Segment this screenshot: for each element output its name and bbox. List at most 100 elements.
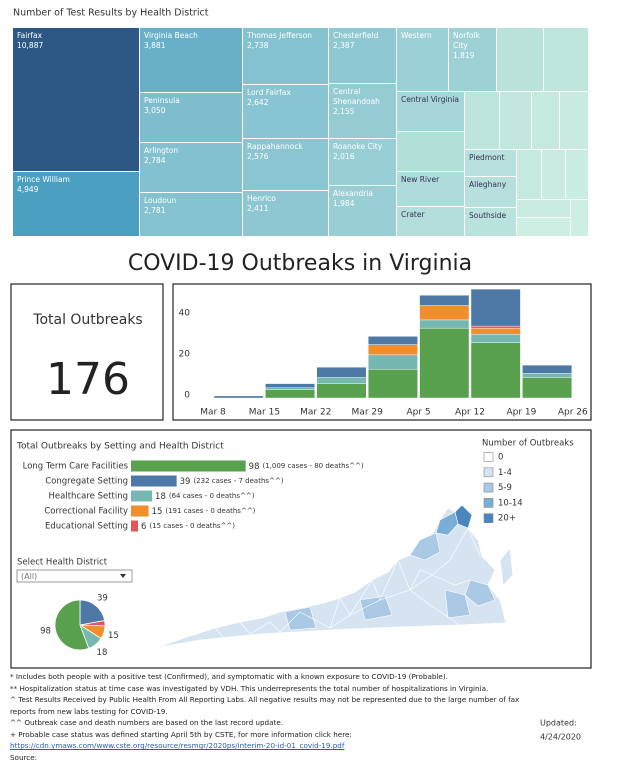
pie-slice xyxy=(79,599,106,626)
cell-label: Prince William xyxy=(17,175,70,184)
y-tick-label: 40 xyxy=(179,308,191,318)
region xyxy=(444,589,471,619)
bar-segment xyxy=(522,377,573,399)
cell-value: 2,738 xyxy=(247,41,269,50)
treemap-cell: Peninsula 3,050 xyxy=(140,93,243,143)
cell-label: Roanoke City xyxy=(333,142,383,151)
bar-label: Healthcare Setting xyxy=(49,492,128,502)
cell-value: 3,050 xyxy=(144,106,166,115)
bar-segment xyxy=(265,389,315,399)
cell-value: 2,411 xyxy=(247,204,269,213)
filter-value[interactable]: (All) xyxy=(21,572,37,581)
cell-label: Henrico xyxy=(247,194,276,203)
region xyxy=(435,511,459,536)
cell-label: New River xyxy=(401,175,440,184)
hbar xyxy=(131,520,139,532)
cell-label: Crater xyxy=(401,210,425,219)
cell-value: 2,387 xyxy=(333,41,355,50)
cell-label: Southside xyxy=(469,211,507,220)
bar-segment xyxy=(316,383,367,399)
value: 18 xyxy=(155,492,166,502)
updated-date: 4/24/2020 xyxy=(540,733,581,742)
cell-value: 2,576 xyxy=(247,152,269,161)
county-line xyxy=(239,527,481,635)
x-tick-label: Apr 5 xyxy=(407,408,431,418)
kpi-label: Total Outbreaks xyxy=(32,312,142,328)
bar-segment xyxy=(419,295,470,306)
region xyxy=(409,532,441,561)
cell-label: Norfolk City xyxy=(453,31,480,50)
y-tick-label: 0 xyxy=(184,391,190,401)
treemap-cell: Rappahannock 2,576 xyxy=(243,139,329,191)
footnote: ^^ Outbreak case and death numbers are b… xyxy=(10,718,284,727)
cell-value: 2,784 xyxy=(144,156,166,165)
cell-label: Arlington xyxy=(144,146,179,155)
value-label: 98 (1,009 cases - 80 deaths^^) xyxy=(249,462,364,472)
bar-segment xyxy=(470,288,521,327)
treemap-cell: Henrico 2,411 xyxy=(243,191,329,237)
bar-segment xyxy=(470,327,521,335)
cell-value: 2,016 xyxy=(333,152,355,161)
bar-segment xyxy=(522,364,573,374)
annotation: (232 cases - 7 deaths^^) xyxy=(193,477,283,485)
treemap-cell: Piedmont xyxy=(465,150,517,177)
cell-label: Loudoun xyxy=(144,196,177,205)
cell-label: Peninsula xyxy=(144,96,180,105)
kpi-box xyxy=(10,283,164,421)
value-label: 18 (64 cases - 0 deaths^^) xyxy=(155,492,255,502)
treemap-cell xyxy=(517,200,571,218)
filter-dropdown[interactable] xyxy=(16,569,133,583)
treemap-cell xyxy=(560,92,589,150)
bar-segment xyxy=(419,305,470,321)
treemap-cell xyxy=(500,92,532,150)
pie-label: 98 xyxy=(40,627,51,637)
pie-slice xyxy=(54,599,90,651)
cell-label: Chesterfield xyxy=(333,31,379,40)
county-line xyxy=(409,569,471,591)
treemap-cell xyxy=(397,132,465,172)
treemap-cell xyxy=(566,150,589,200)
bar-label: Long Term Care Facilities xyxy=(23,462,129,472)
bar-segment xyxy=(368,369,418,399)
treemap-cell xyxy=(542,150,566,200)
x-tick-label: Apr 19 xyxy=(506,408,536,418)
region xyxy=(359,595,393,621)
footnote: + Probable case status was defined start… xyxy=(10,729,352,739)
bar-segment xyxy=(213,395,264,399)
legend-title: Number of Outbreaks xyxy=(482,439,574,449)
bar-segment xyxy=(419,327,470,399)
footnote: https://cdn.ymaws.com/www.cste.org/resou… xyxy=(10,740,535,752)
bar-segment xyxy=(470,334,521,343)
treemap-cell: Crater xyxy=(397,207,465,237)
cell-value: 10,887 xyxy=(17,41,44,50)
bar-label: Correctional Facility xyxy=(44,507,128,517)
treemap-title: Number of Test Results by Health Distric… xyxy=(13,8,209,19)
treemap-cell xyxy=(517,218,571,237)
cell-value: 3,881 xyxy=(144,41,166,50)
footnote: ** Hospitalization status at time case w… xyxy=(10,683,489,693)
treemap-cell: Alexandria 1,984 xyxy=(329,186,397,237)
pie-label: 15 xyxy=(108,631,119,641)
x-tick-label: Mar 29 xyxy=(352,408,384,418)
legend-swatch xyxy=(483,513,494,524)
state-shape xyxy=(154,504,507,649)
bar-segment xyxy=(316,366,367,378)
cell-value: 1,984 xyxy=(333,199,355,208)
map xyxy=(154,504,514,649)
pie-label: 18 xyxy=(97,648,108,658)
treemap-cell: Chesterfield 2,387 xyxy=(329,28,397,84)
annotation: (64 cases - 0 deaths^^) xyxy=(169,492,255,500)
footnote-link[interactable]: https://cdn.ymaws.com/www.cste.org/resou… xyxy=(10,741,345,750)
treemap-cell xyxy=(517,150,542,200)
value: 98 xyxy=(249,462,260,472)
treemap-cell: Prince William 4,949 xyxy=(13,172,140,237)
treemap-cell: Fairfax 10,887 xyxy=(13,28,140,172)
bar-box xyxy=(172,283,592,421)
treemap-cell: Central Shenandoah 2,155 xyxy=(329,84,397,139)
treemap-cell: Thomas Jefferson 2,738 xyxy=(243,28,329,85)
bar-segment xyxy=(522,373,573,378)
legend-label: 1-4 xyxy=(498,468,512,478)
cell-value: 2,781 xyxy=(144,206,166,215)
dropdown-arrow[interactable] xyxy=(120,574,126,578)
